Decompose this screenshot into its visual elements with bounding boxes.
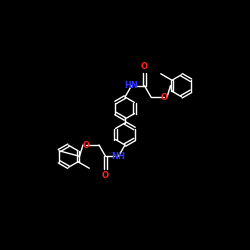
Text: O: O — [102, 171, 109, 180]
Text: NH: NH — [112, 152, 126, 161]
Text: O: O — [82, 140, 89, 149]
Text: HN: HN — [124, 81, 138, 90]
Text: O: O — [160, 92, 168, 102]
Text: O: O — [141, 62, 148, 71]
